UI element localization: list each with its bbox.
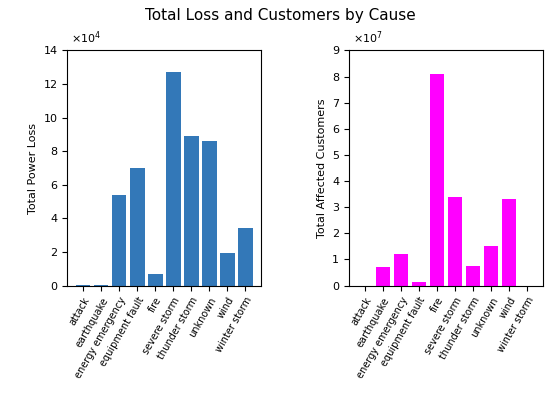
Text: Total Loss and Customers by Cause: Total Loss and Customers by Cause <box>144 8 416 24</box>
Bar <box>448 197 462 286</box>
Bar <box>238 228 253 286</box>
Bar <box>220 253 235 286</box>
Bar <box>148 274 162 286</box>
Bar <box>430 74 444 286</box>
Bar <box>412 282 426 286</box>
Bar <box>202 141 217 286</box>
Y-axis label: Total Power Loss: Total Power Loss <box>28 123 38 213</box>
Text: $\times10^4$: $\times10^4$ <box>71 29 101 46</box>
Bar <box>376 267 390 286</box>
Bar <box>484 247 498 286</box>
Bar <box>112 195 127 286</box>
Bar <box>502 200 516 286</box>
Bar <box>76 285 91 286</box>
Y-axis label: Total Affected Customers: Total Affected Customers <box>316 98 326 238</box>
Bar <box>166 72 180 286</box>
Bar <box>184 136 199 286</box>
Text: $\times10^7$: $\times10^7$ <box>353 29 382 46</box>
Bar <box>466 266 480 286</box>
Bar <box>394 254 408 286</box>
Bar <box>130 168 144 286</box>
